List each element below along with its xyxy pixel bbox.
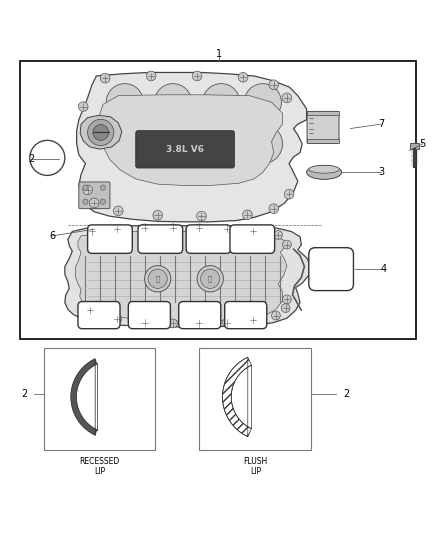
Text: 2: 2: [28, 154, 35, 164]
Circle shape: [88, 119, 114, 146]
Text: Ⓗ: Ⓗ: [155, 276, 160, 282]
Polygon shape: [223, 357, 251, 437]
Text: 5: 5: [420, 139, 426, 149]
Circle shape: [113, 225, 122, 233]
FancyBboxPatch shape: [136, 131, 234, 168]
Circle shape: [145, 265, 171, 292]
Circle shape: [169, 319, 177, 328]
Polygon shape: [77, 72, 307, 222]
FancyBboxPatch shape: [88, 225, 132, 253]
Circle shape: [249, 226, 258, 235]
Text: 2: 2: [21, 389, 27, 399]
Circle shape: [105, 124, 145, 164]
Circle shape: [169, 224, 177, 233]
FancyBboxPatch shape: [225, 302, 267, 329]
Circle shape: [195, 319, 204, 328]
Circle shape: [284, 189, 294, 199]
Circle shape: [83, 185, 88, 190]
Circle shape: [30, 140, 65, 175]
FancyBboxPatch shape: [128, 302, 170, 329]
Text: 1: 1: [216, 49, 222, 59]
Circle shape: [83, 185, 92, 195]
Polygon shape: [71, 359, 98, 435]
Circle shape: [201, 269, 220, 288]
Circle shape: [100, 199, 106, 204]
Circle shape: [283, 295, 291, 304]
Bar: [199, 348, 311, 450]
Circle shape: [195, 224, 204, 233]
FancyBboxPatch shape: [78, 302, 120, 329]
Circle shape: [202, 84, 240, 121]
Circle shape: [100, 185, 106, 190]
Circle shape: [78, 102, 88, 111]
Circle shape: [249, 316, 258, 324]
Circle shape: [243, 124, 283, 164]
Circle shape: [148, 269, 167, 288]
FancyBboxPatch shape: [307, 111, 339, 143]
Circle shape: [89, 198, 99, 208]
Circle shape: [113, 314, 122, 324]
Circle shape: [146, 71, 156, 81]
Circle shape: [85, 306, 94, 314]
Circle shape: [272, 311, 280, 320]
Text: 7: 7: [378, 119, 384, 129]
FancyBboxPatch shape: [79, 182, 110, 209]
Ellipse shape: [309, 165, 339, 173]
Text: 3.8L V6: 3.8L V6: [166, 145, 204, 154]
Circle shape: [243, 210, 252, 220]
Circle shape: [192, 71, 202, 81]
Circle shape: [113, 206, 123, 216]
Text: Ⓗ: Ⓗ: [208, 276, 212, 282]
Text: 6: 6: [49, 231, 56, 241]
Polygon shape: [80, 115, 122, 149]
Circle shape: [223, 225, 231, 233]
Circle shape: [201, 124, 241, 164]
Polygon shape: [75, 231, 287, 321]
Circle shape: [153, 211, 162, 220]
FancyBboxPatch shape: [179, 302, 221, 329]
Circle shape: [269, 80, 279, 90]
Circle shape: [93, 125, 109, 140]
Ellipse shape: [307, 165, 342, 179]
Circle shape: [197, 265, 223, 292]
Text: 2: 2: [343, 389, 349, 399]
Bar: [44, 348, 155, 450]
Circle shape: [153, 124, 193, 164]
Circle shape: [140, 318, 149, 327]
Polygon shape: [99, 95, 283, 185]
Circle shape: [283, 240, 291, 249]
Bar: [20, 61, 416, 339]
Circle shape: [106, 84, 143, 121]
FancyBboxPatch shape: [186, 225, 231, 253]
Circle shape: [223, 318, 231, 327]
Circle shape: [274, 231, 283, 239]
Bar: [410, 143, 419, 149]
Polygon shape: [65, 226, 311, 327]
Circle shape: [100, 74, 110, 83]
Circle shape: [197, 211, 206, 221]
Circle shape: [238, 72, 248, 82]
Text: RECESSED
LIP: RECESSED LIP: [80, 457, 120, 477]
Circle shape: [83, 199, 88, 204]
Circle shape: [244, 84, 281, 121]
Circle shape: [140, 224, 149, 233]
Text: 4: 4: [380, 264, 386, 273]
Circle shape: [154, 84, 192, 121]
Circle shape: [281, 304, 290, 312]
FancyBboxPatch shape: [138, 225, 183, 253]
Bar: [307, 111, 339, 115]
Circle shape: [269, 204, 279, 214]
Text: 3: 3: [378, 167, 384, 177]
Text: FLUSH
LIP: FLUSH LIP: [243, 457, 268, 477]
Circle shape: [88, 227, 96, 236]
FancyBboxPatch shape: [230, 225, 275, 253]
FancyBboxPatch shape: [309, 248, 353, 290]
Bar: [307, 139, 339, 143]
Circle shape: [282, 93, 292, 103]
